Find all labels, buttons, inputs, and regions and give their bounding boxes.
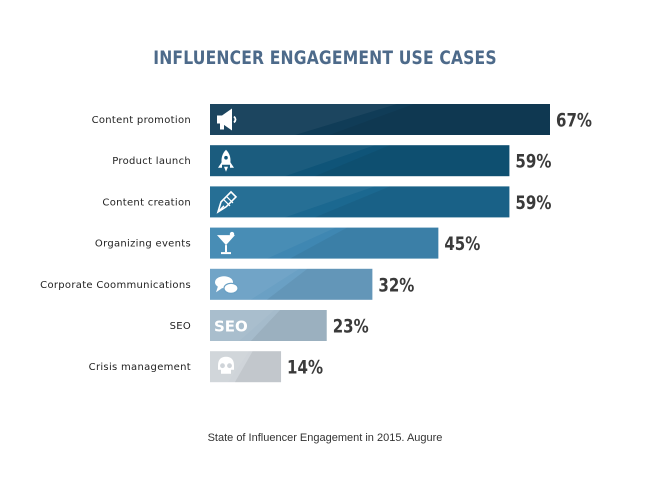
bar (210, 104, 550, 135)
value-label: 67% (556, 110, 592, 132)
source-note: State of Influencer Engagement in 2015. … (207, 432, 443, 444)
category-label: Corporate Coommunications (40, 280, 191, 291)
category-label: Product launch (112, 156, 191, 167)
rocket-icon (218, 149, 234, 172)
value-label: 59% (515, 151, 551, 173)
speech-bubbles-icon (215, 276, 239, 294)
bar-row-seo: SEO SEO 23% (170, 310, 369, 341)
bar-facet (210, 104, 397, 135)
bar-facet (329, 104, 550, 135)
bar-row-crisis-management: Crisis management 14% (89, 351, 323, 383)
bar-facet (210, 145, 375, 177)
bar-facet (266, 268, 373, 300)
cocktail-glass-icon (217, 231, 235, 255)
bar (210, 145, 510, 177)
value-label: 14% (287, 357, 323, 379)
bars-group: Content promotion 67%Product launch 59%Con… (40, 104, 592, 383)
seo-icon-text: SEO (214, 318, 248, 336)
bar-facet (314, 186, 510, 218)
category-label: Content promotion (92, 115, 191, 126)
value-label: 59% (515, 192, 551, 214)
bar-facet (314, 145, 510, 177)
bar (210, 186, 510, 218)
bar-row-corporate-coommunications: Corporate Coommunications 32% (40, 268, 414, 300)
bar (210, 268, 373, 300)
pen-nib-icon (216, 190, 238, 214)
value-label: 45% (444, 233, 480, 255)
bar-facet (210, 227, 336, 259)
bar-facet (250, 310, 327, 341)
value-label: 32% (378, 274, 414, 296)
category-label: Crisis management (89, 362, 191, 373)
seo-text-icon: SEO (214, 318, 248, 336)
value-label: 23% (333, 316, 369, 338)
bar-row-content-creation: Content creation 59% (102, 186, 551, 218)
bar (210, 310, 327, 341)
bar-row-product-launch: Product launch 59% (112, 145, 551, 177)
bar-facet (289, 227, 439, 259)
bar-facet (210, 186, 375, 218)
category-label: Content creation (102, 197, 191, 208)
megaphone-icon (217, 108, 237, 131)
category-label: SEO (170, 321, 191, 332)
chart-title: INFLUENCER ENGAGEMENT USE CASES (153, 47, 497, 69)
skull-icon (218, 356, 234, 374)
bar-row-content-promotion: Content promotion 67% (92, 104, 592, 135)
category-label: Organizing events (95, 239, 191, 250)
bar-facet (210, 310, 275, 341)
bar (210, 227, 439, 259)
bar-row-organizing-events: Organizing events 45% (95, 227, 480, 259)
bar-facet (234, 351, 282, 383)
